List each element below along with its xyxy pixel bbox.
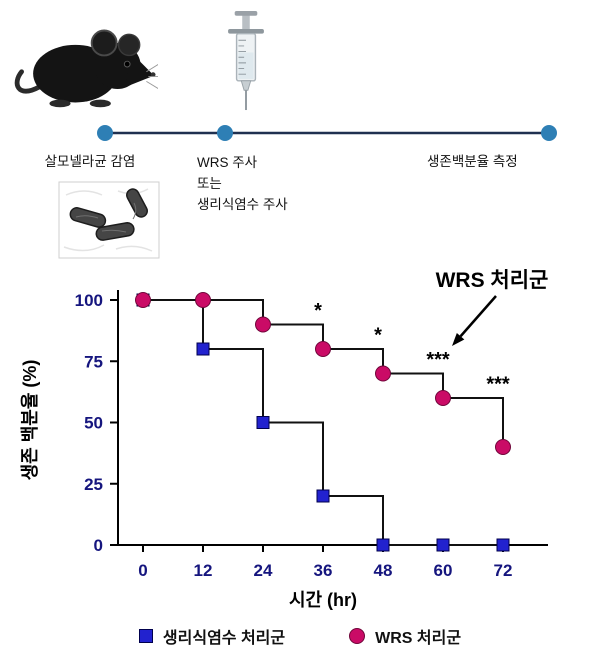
timeline-event-injection-line1: WRS 주사 xyxy=(197,155,258,170)
data-point-saline xyxy=(256,416,270,429)
x-tick-label: 36 xyxy=(314,561,333,580)
y-tick-label: 25 xyxy=(84,475,103,494)
syringe-image xyxy=(228,11,264,111)
x-tick-label: 24 xyxy=(254,561,273,580)
significance-marker: * xyxy=(314,300,322,322)
x-tick-label: 0 xyxy=(138,561,147,580)
timeline-dot xyxy=(97,125,113,141)
data-point-wrs xyxy=(315,341,331,357)
timeline-axis xyxy=(97,125,557,141)
y-tick-label: 50 xyxy=(84,414,103,433)
significance-marker: *** xyxy=(426,349,450,371)
data-point-wrs xyxy=(495,439,511,455)
timeline-event-injection-line2: 또는 xyxy=(197,176,222,191)
data-point-wrs xyxy=(435,390,451,406)
y-axis-title: 생존 백분율 (%) xyxy=(20,360,40,481)
series-line-1 xyxy=(143,299,504,447)
timeline-dot xyxy=(217,125,233,141)
data-point-saline xyxy=(376,538,390,552)
experiment-timeline: 살모넬라균 감염 WRS 주사 또는 생리식염수 주사 생존백분율 측정 xyxy=(0,0,600,262)
data-point-saline xyxy=(316,489,330,503)
callout-arrow xyxy=(459,295,497,338)
significance-marker: * xyxy=(374,325,382,347)
x-tick-label: 72 xyxy=(494,561,513,580)
legend-item-wrs: WRS 처리군 xyxy=(349,624,461,648)
timeline-event-injection: WRS 주사 또는 생리식염수 주사 xyxy=(197,152,288,215)
data-point-saline xyxy=(496,538,510,552)
x-tick-label: 48 xyxy=(374,561,393,580)
mouse-image xyxy=(14,29,158,108)
y-tick-label: 0 xyxy=(94,536,103,555)
timeline-dot xyxy=(541,125,557,141)
data-point-saline xyxy=(436,538,450,552)
bacteria-image xyxy=(58,181,160,259)
legend-label-saline: 생리식염수 처리군 xyxy=(162,630,286,647)
timeline-event-infection: 살모넬라균 감염 xyxy=(44,154,136,169)
timeline-event-measurement: 생존백분율 측정 xyxy=(427,154,518,169)
callout-arrowhead xyxy=(452,332,465,346)
x-axis-title: 시간 (hr) xyxy=(289,590,357,610)
chart-legend: 생리식염수 처리군 WRS 처리군 xyxy=(0,624,600,648)
survival-plot: 0 25 50 75 100 0 12 24 36 48 60 72 생존 백분율 (%) 시간 (hr)… xyxy=(20,269,549,610)
significance-marker: *** xyxy=(486,374,510,396)
y-tick-label: 100 xyxy=(75,291,103,310)
data-point-wrs xyxy=(195,292,211,308)
series-line-0 xyxy=(143,299,503,546)
data-point-wrs xyxy=(135,292,151,308)
data-point-wrs xyxy=(375,365,391,382)
timeline-event-injection-line3: 생리식염수 주사 xyxy=(197,197,288,212)
legend-marker-square xyxy=(138,629,153,643)
data-point-saline xyxy=(196,342,210,356)
data-point-wrs xyxy=(255,316,271,333)
x-tick-label: 12 xyxy=(194,561,213,580)
legend-item-saline: 생리식염수 처리군 xyxy=(138,624,286,648)
x-tick-label: 60 xyxy=(434,561,453,580)
legend-label-wrs: WRS 처리군 xyxy=(375,630,462,647)
y-tick-label: 75 xyxy=(84,352,103,371)
legend-marker-circle xyxy=(349,628,366,644)
callout-label: WRS 처리군 xyxy=(436,269,549,292)
